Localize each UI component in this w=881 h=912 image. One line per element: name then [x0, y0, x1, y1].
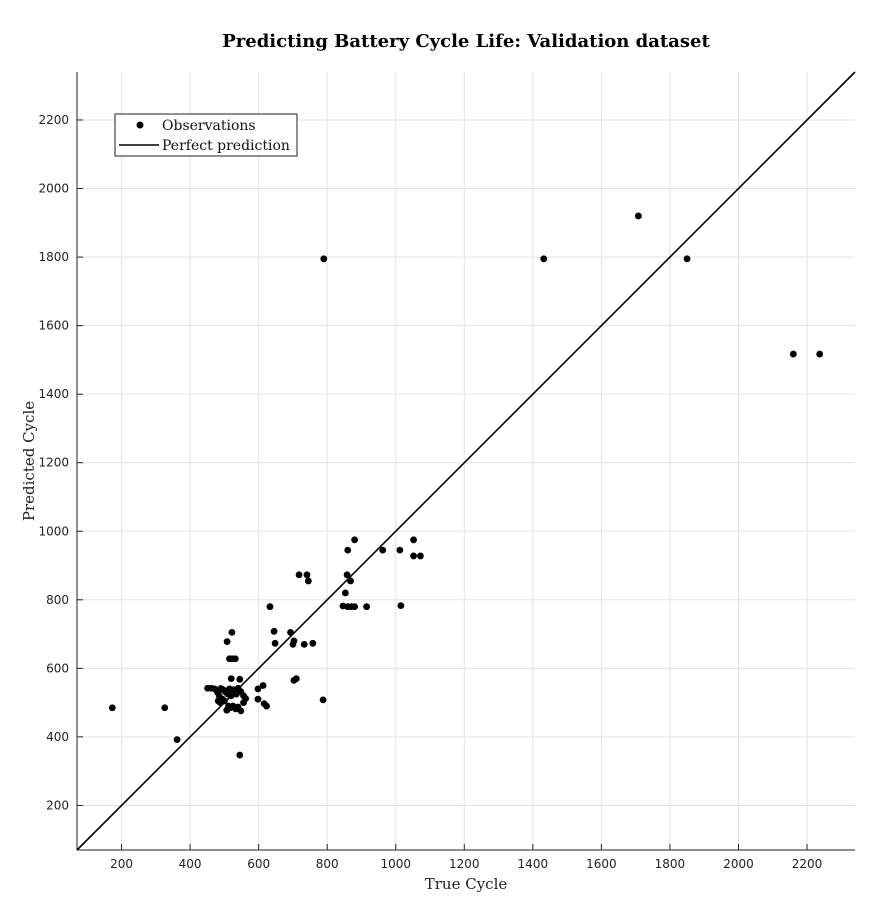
observation-point — [347, 577, 354, 585]
observation-points — [108, 212, 824, 759]
observation-point — [320, 255, 328, 263]
observation-point — [309, 639, 317, 647]
y-tick-label: 400 — [46, 730, 69, 744]
observation-point — [319, 696, 327, 704]
y-tick-label: 1800 — [38, 250, 69, 264]
observation-point — [540, 255, 548, 263]
x-tick-labels: 200 400 600 800 1000 1200 1400 1600 1800 2000 2200 — [110, 857, 822, 871]
observation-point — [410, 552, 417, 560]
grid — [77, 72, 855, 850]
x-tick-label: 2200 — [792, 857, 823, 871]
y-tick-label: 1200 — [38, 456, 69, 470]
observation-point — [343, 571, 351, 579]
observation-point — [236, 751, 244, 759]
observation-point — [240, 692, 247, 700]
observation-point — [300, 640, 308, 648]
legend-label-perfect-prediction: Perfect prediction — [162, 138, 290, 154]
observation-point — [108, 704, 116, 712]
x-tick-label: 1200 — [449, 857, 480, 871]
observation-point — [363, 603, 371, 611]
y-tick-label: 2200 — [38, 113, 69, 127]
observation-point — [270, 627, 278, 635]
y-tick-label: 800 — [46, 593, 69, 607]
observation-point — [220, 697, 228, 705]
observation-point — [379, 546, 387, 554]
y-tick-label: 1400 — [38, 387, 69, 401]
observation-point — [236, 675, 244, 683]
observation-point — [341, 589, 349, 597]
observation-point — [287, 628, 294, 636]
observation-point — [397, 602, 405, 610]
observation-point — [231, 655, 239, 663]
x-tick-label: 400 — [179, 857, 202, 871]
x-axis-label: True Cycle — [425, 875, 508, 893]
observation-point — [254, 685, 262, 693]
chart-title: Predicting Battery Cycle Life: Validatio… — [222, 31, 710, 52]
observation-point — [254, 695, 262, 703]
observation-point — [271, 639, 279, 647]
observation-point — [683, 255, 691, 263]
observation-point — [173, 736, 181, 744]
observation-point — [351, 603, 359, 611]
observation-point — [228, 628, 236, 636]
y-axis-label: Predicted Cycle — [20, 401, 38, 521]
observation-point — [303, 571, 311, 579]
x-tick-label: 600 — [247, 857, 270, 871]
legend: Observations Perfect prediction — [114, 113, 298, 157]
observation-point — [410, 536, 417, 544]
observation-point — [223, 638, 231, 646]
x-tick-label: 2000 — [723, 857, 754, 871]
observation-point — [816, 350, 824, 358]
perfect-prediction-line — [76, 71, 856, 851]
perfect-prediction-line-group — [76, 71, 856, 851]
observation-point — [259, 682, 267, 689]
legend-box — [114, 113, 298, 157]
x-tick-label: 1400 — [518, 857, 549, 871]
observation-point — [263, 702, 270, 710]
observation-point — [295, 571, 303, 579]
legend-marker-observations — [136, 121, 144, 129]
y-tick-label: 200 — [46, 798, 69, 812]
observation-point — [227, 675, 235, 683]
y-tick-label: 2000 — [38, 182, 69, 196]
y-tick-labels: 200 400 600 800 1000 1200 1400 1600 1800 2000 2200 — [38, 113, 69, 812]
observation-point — [292, 675, 300, 683]
y-tick-label: 1600 — [38, 319, 69, 333]
y-tick-label: 600 — [46, 661, 69, 675]
axes — [76, 72, 855, 851]
x-tick-label: 1600 — [586, 857, 617, 871]
observation-point — [344, 546, 352, 554]
observation-point — [304, 577, 312, 585]
observation-point — [351, 536, 359, 544]
observation-point — [396, 546, 404, 554]
observation-point — [634, 212, 642, 220]
x-tick-label: 1000 — [380, 857, 411, 871]
x-tick-label: 1800 — [655, 857, 686, 871]
observation-point — [237, 707, 245, 715]
observation-point — [161, 704, 169, 712]
observation-point — [266, 603, 274, 611]
x-tick-label: 800 — [316, 857, 339, 871]
observation-point — [417, 552, 424, 560]
observation-point — [290, 637, 298, 645]
x-tick-label: 200 — [110, 857, 133, 871]
observation-point — [789, 350, 797, 358]
y-tick-label: 1000 — [38, 524, 69, 538]
legend-label-observations: Observations — [162, 118, 256, 134]
